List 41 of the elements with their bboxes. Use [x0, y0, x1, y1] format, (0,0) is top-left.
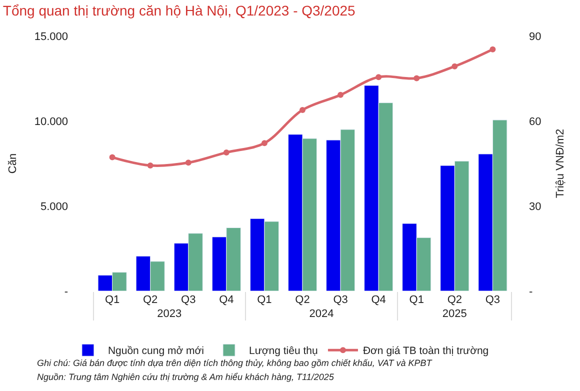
- y-tick-label: 10.000: [34, 116, 68, 128]
- point: [452, 63, 458, 70]
- y2-tick-label: 60: [529, 116, 542, 128]
- point: [223, 149, 230, 156]
- x-tick-label: Q2: [447, 294, 462, 306]
- point: [261, 140, 268, 146]
- x-tick-label: Q4: [371, 294, 386, 306]
- x-tick-label: Q3: [485, 294, 500, 306]
- point: [147, 162, 154, 168]
- text: Ghi chú: Giá bán được tính dựa trên diện tích thông thủy, không bao gồm chiết khấu, VAT và KPBT: [37, 358, 434, 368]
- x-tick-label: Q4: [219, 294, 234, 306]
- y2-tick-label: 30: [529, 200, 542, 213]
- text: 2024: [309, 308, 334, 320]
- point: [376, 74, 382, 80]
- x-tick-label: Q2: [142, 294, 158, 306]
- chart-title: Tổng quan thị trường căn hộ Hà Nội, Q1/2023 - Q3/2025: [2, 2, 356, 19]
- y2-tick-label: 90: [529, 30, 542, 43]
- x-tick-label: Q2: [295, 294, 310, 306]
- y-tick-label: 5.000: [40, 200, 68, 213]
- x-tick-label: Q1: [409, 294, 424, 306]
- x-tick-label: Q3: [181, 294, 196, 306]
- legend-label: Đơn giá TB toàn thị trường: [362, 345, 489, 358]
- legend-label: Nguồn cung mở mới: [108, 345, 204, 358]
- x-tick-label: Q1: [104, 294, 120, 306]
- text: 2025: [442, 308, 467, 320]
- point: [338, 92, 344, 98]
- point: [185, 160, 192, 166]
- text: Nguồn: Trung tâm Nghiên cứu thị trường & Am hiểu khách hàng, T11/2025: [37, 372, 335, 382]
- y2-tick-label: -: [529, 286, 533, 298]
- point: [490, 46, 496, 52]
- x-tick-label: Q3: [333, 294, 348, 306]
- y-tick-label: -: [64, 286, 68, 298]
- y-tick-label: 15.000: [34, 30, 68, 43]
- y2-axis-title: Triệu VNĐ/m2: [554, 128, 566, 198]
- legend-label: Lượng tiêu thụ: [249, 345, 318, 358]
- text: 2023: [157, 308, 182, 320]
- point: [109, 154, 116, 160]
- y-axis-title: Căn: [6, 153, 19, 174]
- x-tick-label: Q1: [257, 294, 272, 306]
- point: [414, 75, 420, 82]
- point: [300, 106, 306, 113]
